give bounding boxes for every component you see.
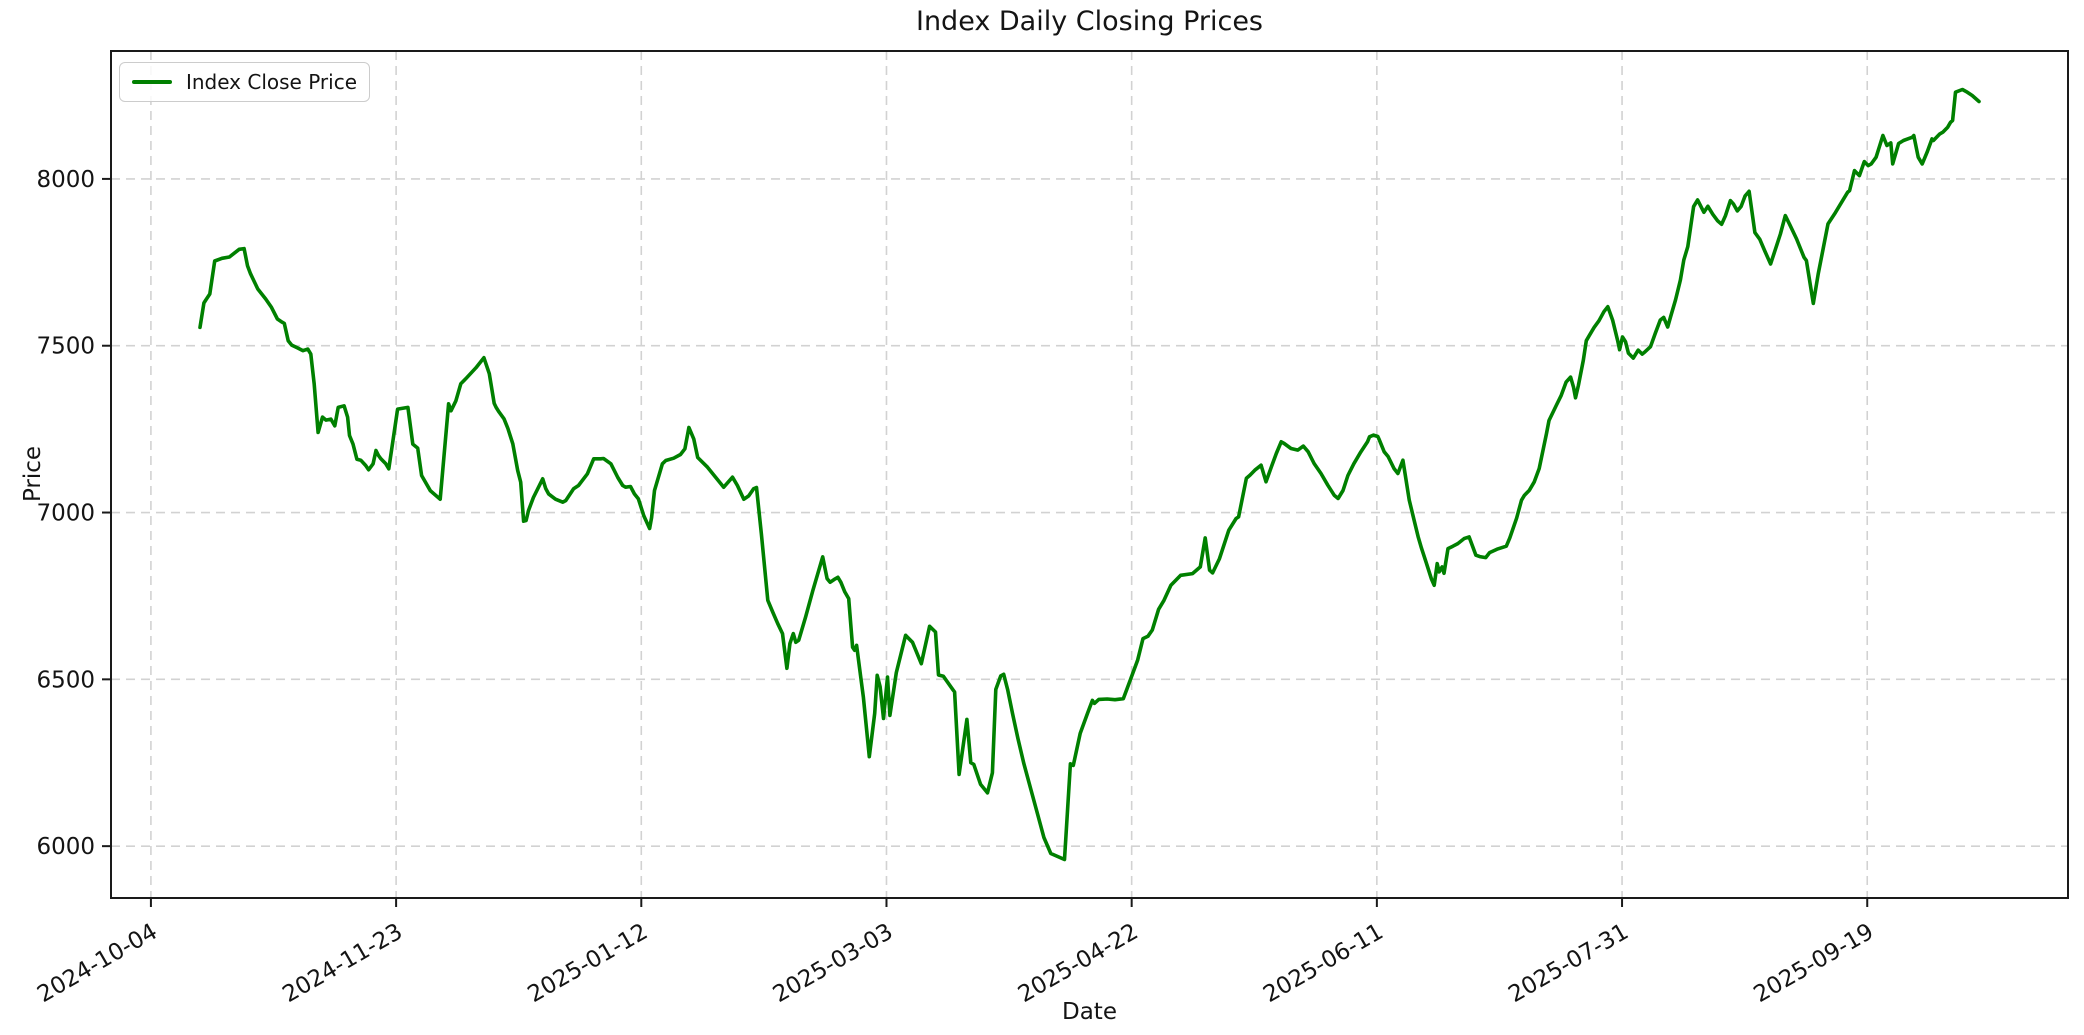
x-axis-label: Date bbox=[1062, 999, 1117, 1025]
legend-label: Index Close Price bbox=[185, 70, 357, 94]
x-tick-label: 2025-03-03 bbox=[769, 919, 898, 1008]
x-tick-label: 2025-06-11 bbox=[1259, 919, 1388, 1008]
x-tick-label: 2024-11-23 bbox=[278, 919, 407, 1008]
x-tick-label: 2025-09-19 bbox=[1749, 919, 1878, 1008]
y-tick-label: 6500 bbox=[36, 667, 95, 693]
y-tick-label: 7500 bbox=[36, 334, 95, 360]
x-tick-label: 2025-04-22 bbox=[1014, 919, 1143, 1008]
x-tick-label: 2025-01-12 bbox=[524, 919, 653, 1008]
axes-spines bbox=[110, 50, 2069, 899]
y-axis-label: Price bbox=[20, 445, 46, 503]
y-tick-label: 7000 bbox=[36, 501, 95, 527]
y-tick-label: 6000 bbox=[36, 834, 95, 860]
index-close-price-line bbox=[198, 87, 1981, 862]
x-tick-label: 2025-07-31 bbox=[1504, 919, 1633, 1008]
chart-title: Index Daily Closing Prices bbox=[915, 6, 1264, 37]
x-tick-label: 2024-10-04 bbox=[33, 919, 162, 1008]
legend: Index Close Price bbox=[119, 62, 370, 102]
y-tick-label: 8000 bbox=[36, 167, 95, 193]
legend-line-sample bbox=[132, 80, 172, 84]
